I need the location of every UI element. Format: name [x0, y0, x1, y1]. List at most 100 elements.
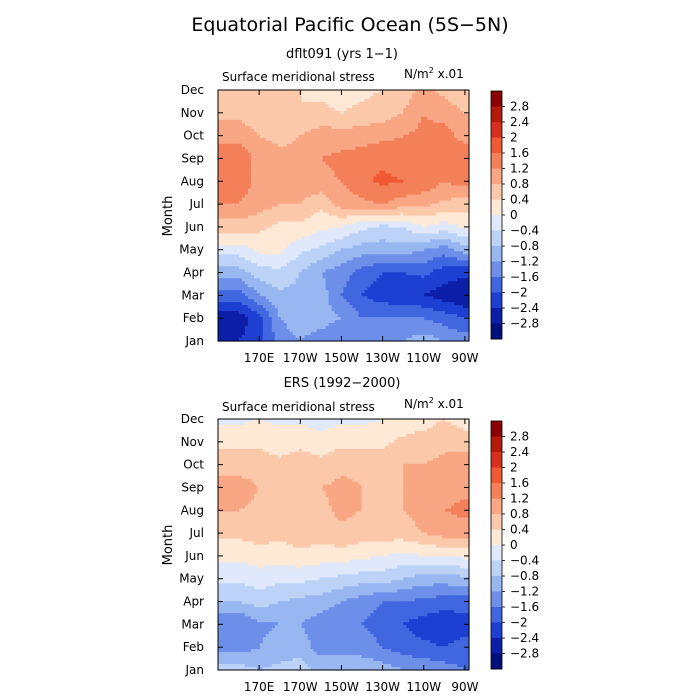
heatmap-cell [310, 173, 315, 178]
heatmap-cell [355, 101, 360, 106]
heatmap-cell [361, 212, 366, 217]
heatmap-cell [259, 98, 264, 103]
heatmap-cell [457, 260, 461, 264]
heatmap-cell [244, 146, 249, 151]
heatmap-cell [460, 131, 464, 136]
heatmap-cell [325, 128, 330, 133]
heatmap-cell [430, 236, 434, 241]
heatmap-cell [352, 194, 357, 199]
heatmap-cell [367, 200, 371, 205]
heatmap-cell [334, 137, 339, 142]
heatmap-cell [304, 164, 309, 169]
heatmap-cell [415, 218, 419, 223]
heatmap-cell [259, 185, 264, 190]
heatmap-cell [442, 257, 446, 261]
heatmap-cell [451, 158, 455, 163]
heatmap-cell [367, 119, 371, 124]
heatmap-cell [346, 90, 351, 94]
heatmap-cell [262, 218, 267, 223]
heatmap-cell [463, 182, 467, 187]
heatmap-cell [325, 158, 330, 163]
heatmap-cell [421, 137, 425, 142]
heatmap-cell [373, 242, 377, 246]
heatmap-cell [268, 200, 273, 205]
heatmap-cell [346, 128, 351, 133]
heatmap-cell [316, 113, 321, 118]
heatmap-cell [271, 176, 276, 181]
heatmap-cell [406, 218, 410, 223]
heatmap-cell [424, 143, 428, 148]
heatmap-cell [220, 194, 225, 199]
heatmap-cell [391, 197, 395, 202]
heatmap-cell [409, 113, 413, 118]
heatmap-cell [358, 167, 363, 172]
heatmap-cell [334, 179, 339, 184]
heatmap-cell [457, 110, 461, 115]
heatmap-cell [400, 233, 404, 238]
heatmap-cell [358, 134, 363, 139]
heatmap-cell [421, 254, 425, 258]
heatmap-cell [226, 137, 231, 142]
heatmap-cell [238, 167, 243, 172]
heatmap-cell [259, 212, 264, 217]
heatmap-cell [412, 260, 416, 264]
heatmap-cell [394, 167, 398, 172]
heatmap-cell [388, 200, 392, 205]
heatmap-cell [349, 158, 354, 163]
heatmap-cell [367, 155, 371, 160]
heatmap-cell [439, 209, 443, 214]
heatmap-cell [421, 233, 425, 238]
heatmap-cell [352, 152, 357, 157]
heatmap-cell [235, 263, 240, 267]
heatmap-cell [298, 185, 303, 190]
heatmap-cell [313, 146, 318, 151]
heatmap-cell [340, 110, 345, 115]
heatmap-cell [451, 149, 455, 154]
heatmap-cell [439, 113, 443, 118]
heatmap-cell [274, 218, 279, 223]
heatmap-cell [250, 215, 255, 220]
heatmap-cell [409, 161, 413, 166]
heatmap-cell [277, 251, 282, 255]
heatmap-cell [379, 188, 383, 193]
heatmap-cell [442, 98, 446, 103]
heatmap-cell [229, 95, 234, 100]
heatmap-cell [295, 143, 300, 148]
heatmap-cell [256, 134, 261, 139]
heatmap-cell [364, 98, 369, 103]
heatmap-cell [256, 176, 261, 181]
heatmap-cell [433, 161, 437, 166]
heatmap-cell [337, 263, 342, 267]
heatmap-cell [304, 260, 309, 264]
heatmap-cell [289, 239, 294, 243]
heatmap-cell [322, 251, 327, 255]
heatmap-cell [256, 101, 261, 106]
heatmap-cell [376, 158, 380, 163]
heatmap-cell [403, 92, 407, 97]
heatmap-cell [328, 212, 333, 217]
heatmap-cell [367, 128, 371, 133]
heatmap-cell [235, 221, 240, 226]
heatmap-cell [424, 245, 428, 249]
heatmap-cell [379, 179, 383, 184]
heatmap-cell [298, 122, 303, 127]
heatmap-cell [241, 254, 246, 258]
heatmap-cell [337, 155, 342, 160]
heatmap-cell [439, 203, 443, 208]
heatmap-cell [400, 224, 404, 229]
heatmap-cell [229, 176, 234, 181]
heatmap-cell [442, 263, 446, 267]
heatmap-cell [274, 158, 279, 163]
heatmap-cell [253, 227, 258, 232]
heatmap-cell [373, 239, 377, 243]
heatmap-cell [466, 128, 470, 133]
heatmap-cell [325, 119, 330, 124]
heatmap-cell [433, 137, 437, 142]
heatmap-cell [301, 266, 306, 270]
heatmap-cell [349, 224, 354, 229]
heatmap-cell [322, 137, 327, 142]
heatmap-cell [364, 131, 369, 136]
heatmap-cell [238, 197, 243, 202]
heatmap-cell [451, 224, 455, 229]
heatmap-cell [394, 92, 398, 97]
